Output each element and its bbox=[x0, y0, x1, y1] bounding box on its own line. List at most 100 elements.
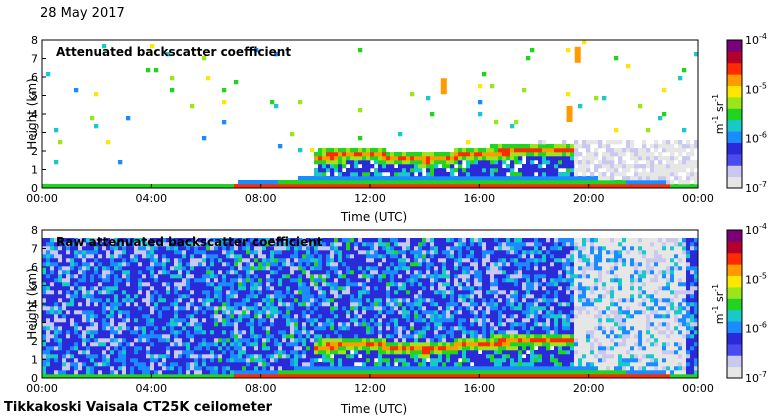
heatmap-cell bbox=[178, 246, 183, 251]
heatmap-cell bbox=[466, 270, 471, 275]
heatmap-cell bbox=[222, 350, 227, 355]
heatmap-cell bbox=[86, 258, 91, 263]
heatmap-cell bbox=[342, 282, 347, 287]
heatmap-cell bbox=[198, 346, 203, 351]
heatmap-cell bbox=[210, 362, 215, 367]
heatmap-cell bbox=[258, 282, 263, 287]
heatmap-cell bbox=[470, 326, 475, 331]
heatmap-cell bbox=[330, 152, 335, 157]
heatmap-cell bbox=[334, 184, 339, 189]
heatmap-cell bbox=[118, 318, 123, 323]
heatmap-cell bbox=[158, 302, 163, 307]
heatmap-cell bbox=[378, 176, 383, 181]
heatmap-cell bbox=[170, 246, 175, 251]
heatmap-cell bbox=[358, 274, 363, 279]
heatmap-cell bbox=[574, 180, 579, 185]
heatmap-cell bbox=[78, 366, 83, 371]
heatmap-cell bbox=[154, 250, 159, 255]
heatmap-cell bbox=[386, 160, 391, 165]
heatmap-cell bbox=[322, 374, 327, 379]
heatmap-cell bbox=[334, 310, 339, 315]
heatmap-cell bbox=[178, 306, 183, 311]
heatmap-cell bbox=[266, 374, 271, 379]
heatmap-cell bbox=[302, 258, 307, 263]
heatmap-cell bbox=[474, 334, 479, 339]
heatmap-cell bbox=[190, 334, 195, 339]
heatmap-cell bbox=[258, 274, 263, 279]
heatmap-cell bbox=[410, 184, 415, 189]
heatmap-cell bbox=[314, 156, 319, 161]
heatmap-cell bbox=[434, 152, 439, 157]
heatmap-cell bbox=[374, 334, 379, 339]
heatmap-cell bbox=[274, 326, 279, 331]
heatmap-cell bbox=[130, 258, 135, 263]
heatmap-cell bbox=[266, 294, 271, 299]
heatmap-cell bbox=[386, 358, 391, 363]
heatmap-cell bbox=[326, 302, 331, 307]
heatmap-cell bbox=[130, 310, 135, 315]
heatmap-cell bbox=[282, 270, 287, 275]
heatmap-cell bbox=[626, 148, 631, 153]
heatmap-cell bbox=[206, 184, 211, 189]
heatmap-cell bbox=[446, 278, 451, 283]
heatmap-cell bbox=[150, 282, 155, 287]
heatmap-cell bbox=[258, 306, 263, 311]
heatmap-cell bbox=[222, 318, 227, 323]
heatmap-cell bbox=[306, 338, 311, 343]
heatmap-cell bbox=[74, 274, 79, 279]
heatmap-cell bbox=[254, 258, 259, 263]
heatmap-cell bbox=[138, 302, 143, 307]
heatmap-cell bbox=[190, 346, 195, 351]
heatmap-cell bbox=[338, 322, 343, 327]
heatmap-cell bbox=[430, 164, 435, 169]
heatmap-cell bbox=[102, 242, 107, 247]
heatmap-cell bbox=[46, 306, 51, 311]
heatmap-cell bbox=[214, 342, 219, 347]
heatmap-cell bbox=[94, 366, 99, 371]
heatmap-cell bbox=[70, 362, 75, 367]
heatmap-cell bbox=[342, 334, 347, 339]
heatmap-cell bbox=[138, 354, 143, 359]
heatmap-cell bbox=[114, 350, 119, 355]
heatmap-cell bbox=[50, 366, 55, 371]
heatmap-cell bbox=[158, 270, 163, 275]
heatmap-cell bbox=[262, 254, 267, 259]
heatmap-cell bbox=[162, 302, 167, 307]
heatmap-cell bbox=[254, 270, 259, 275]
heatmap-cell bbox=[478, 354, 483, 359]
heatmap-cell bbox=[222, 184, 227, 189]
heatmap-cell bbox=[306, 262, 311, 267]
heatmap-cell bbox=[210, 338, 215, 343]
heatmap-cell bbox=[58, 330, 63, 335]
heatmap-cell bbox=[426, 362, 431, 367]
heatmap-cell bbox=[422, 310, 427, 315]
heatmap-cell bbox=[314, 362, 319, 367]
heatmap-cell bbox=[270, 358, 275, 363]
heatmap-cell bbox=[86, 374, 91, 379]
heatmap-cell bbox=[426, 322, 431, 327]
heatmap-cell bbox=[282, 274, 287, 279]
heatmap-cell bbox=[158, 306, 163, 311]
heatmap-cell bbox=[334, 342, 339, 347]
heatmap-cell bbox=[142, 354, 147, 359]
heatmap-cell bbox=[170, 370, 175, 375]
heatmap-cell bbox=[322, 156, 327, 161]
heatmap-cell bbox=[142, 330, 147, 335]
heatmap-cell bbox=[102, 358, 107, 363]
heatmap-cell bbox=[658, 176, 663, 181]
heatmap-cell bbox=[262, 282, 267, 287]
heatmap-cell bbox=[426, 156, 431, 161]
heatmap-cell bbox=[342, 246, 347, 251]
heatmap-cell bbox=[198, 358, 203, 363]
heatmap-cell bbox=[402, 164, 407, 169]
heatmap-cell bbox=[54, 310, 59, 315]
heatmap-cell bbox=[110, 334, 115, 339]
heatmap-cell bbox=[58, 262, 63, 267]
heatmap-cell bbox=[246, 238, 251, 243]
heatmap-cell bbox=[98, 358, 103, 363]
heatmap-cell bbox=[454, 346, 459, 351]
heatmap-cell bbox=[446, 290, 451, 295]
heatmap-cell bbox=[186, 274, 191, 279]
heatmap-cell bbox=[266, 346, 271, 351]
heatmap-cell bbox=[634, 168, 639, 173]
